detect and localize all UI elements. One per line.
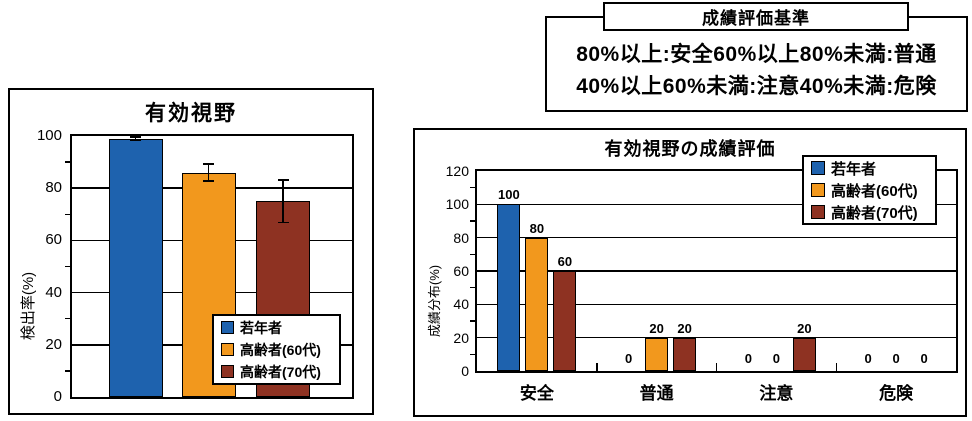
legend-label-senior70: 高齢者(70代) — [831, 204, 918, 222]
y-tick-label-80: 80 — [453, 229, 469, 246]
bar-安全-高齢者(60代) — [525, 237, 549, 371]
legend-label-senior70: 高齢者(70代) — [240, 363, 321, 380]
category-label-注意: 注意 — [759, 384, 794, 403]
value-label-普通-高齢者(70代): 20 — [677, 320, 692, 336]
y-tick-label-60: 60 — [45, 231, 62, 249]
value-label-普通-若年者: 0 — [625, 351, 633, 366]
legend-swatch-young — [811, 161, 825, 175]
legend-item-young: 若年者 — [811, 159, 935, 178]
y-minor-tick-90 — [65, 161, 70, 163]
value-label-普通-高齢者(60代): 20 — [649, 320, 664, 336]
right-legend: 若年者 高齢者(60代) 高齢者(70代) — [802, 155, 937, 225]
legend-item-young: 若年者 — [221, 319, 339, 337]
error-bar-高齢者(60代) — [207, 163, 210, 182]
right-chart-title: 有効視野の成績評価 — [604, 139, 776, 159]
legend-swatch-senior60 — [221, 343, 234, 356]
criteria-line-2: 40%以上60%未満:注意40%未満:危険 — [576, 75, 937, 98]
error-bar-高齢者(70代) — [282, 179, 284, 224]
y-minor-tick-70 — [470, 253, 475, 256]
x-axis-tick-3 — [835, 363, 837, 371]
value-label-安全-若年者: 100 — [498, 187, 520, 203]
y-minor-tick-10 — [65, 370, 70, 372]
error-cap-top-高齢者(60代) — [203, 163, 214, 165]
criteria-title: 成績評価基準 — [702, 9, 810, 28]
legend-swatch-senior60 — [811, 183, 825, 197]
legend-item-senior60: 高齢者(60代) — [221, 341, 339, 359]
y-tick-label-100: 100 — [445, 196, 469, 213]
y-tick-label-80: 80 — [45, 179, 62, 197]
error-cap-top-若年者 — [130, 136, 141, 138]
left-chart-title: 有効視野 — [145, 102, 237, 125]
y-minor-tick-70 — [65, 213, 70, 216]
y-minor-tick-110 — [470, 186, 475, 189]
bar-普通-高齢者(60代) — [645, 337, 669, 371]
value-label-注意-高齢者(60代): 0 — [772, 351, 780, 366]
bar-注意-高齢者(70代) — [792, 337, 816, 371]
legend-swatch-young — [221, 321, 234, 334]
error-cap-bottom-若年者 — [130, 139, 141, 142]
y-minor-tick-30 — [65, 317, 70, 320]
legend-item-senior60: 高齢者(60代) — [811, 181, 935, 200]
legend-swatch-senior70 — [221, 365, 234, 378]
gridline-100 — [477, 203, 956, 206]
left-chart: 有効視野 検出率(%) 若年者 高齢者(60代) 高齢者(70代) 0 20 40 6… — [8, 88, 374, 415]
legend-label-senior60: 高齢者(60代) — [831, 182, 918, 200]
legend-label-young: 若年者 — [240, 319, 282, 336]
error-cap-top-高齢者(70代) — [277, 179, 289, 181]
legend-item-senior70: 高齢者(70代) — [811, 203, 935, 222]
y-minor-tick-10 — [470, 353, 475, 356]
legend-item-senior70: 高齢者(70代) — [221, 363, 339, 381]
y-tick-label-40: 40 — [45, 283, 62, 301]
bar-安全-若年者 — [497, 204, 521, 371]
y-minor-tick-90 — [470, 220, 475, 222]
criteria-line-1: 80%以上:安全60%以上80%未満:普通 — [576, 43, 937, 66]
value-label-注意-高齢者(70代): 20 — [797, 320, 812, 336]
legend-swatch-senior70 — [811, 205, 825, 219]
error-bar-若年者 — [134, 136, 137, 142]
gridline-60 — [477, 270, 956, 272]
category-label-危険: 危険 — [879, 384, 914, 403]
criteria-box: 80%以上:安全60%以上80%未満:普通 40%以上60%未満:注意40%未満… — [545, 16, 968, 112]
y-minor-tick-50 — [470, 286, 475, 289]
gridline-20 — [477, 336, 956, 339]
left-legend: 若年者 高齢者(60代) 高齢者(70代) — [212, 314, 341, 385]
bar-普通-高齢者(70代) — [673, 337, 697, 371]
legend-label-senior60: 高齢者(60代) — [240, 341, 321, 358]
y-tick-label-0: 0 — [53, 388, 62, 405]
y-minor-tick-50 — [65, 265, 70, 268]
value-label-注意-若年者: 0 — [744, 351, 752, 366]
y-tick-label-0: 0 — [461, 363, 469, 379]
criteria-title-box: 成績評価基準 — [603, 2, 909, 31]
category-label-安全: 安全 — [519, 384, 554, 403]
bar-若年者 — [108, 138, 163, 397]
bar-安全-高齢者(70代) — [553, 271, 577, 371]
y-tick-label-40: 40 — [453, 296, 469, 313]
value-label-危険-高齢者(70代): 0 — [920, 351, 928, 366]
y-tick-label-120: 120 — [445, 163, 469, 179]
x-axis-tick-1 — [596, 363, 598, 371]
left-plot-area — [65, 134, 354, 399]
value-label-安全-高齢者(70代): 60 — [557, 254, 573, 269]
gridline-40 — [477, 303, 956, 306]
category-label-普通: 普通 — [639, 384, 674, 403]
y-tick-label-20: 20 — [45, 335, 62, 353]
y-tick-label-20: 20 — [453, 329, 469, 346]
value-label-危険-高齢者(60代): 0 — [892, 351, 900, 366]
legend-label-young: 若年者 — [831, 160, 877, 178]
gridline-80 — [477, 236, 956, 239]
y-minor-tick-30 — [470, 320, 475, 322]
left-y-axis-title: 検出率(%) — [20, 271, 37, 341]
y-tick-label-100: 100 — [36, 127, 62, 144]
value-label-危険-若年者: 0 — [864, 351, 872, 366]
x-axis-tick-2 — [715, 363, 718, 371]
right-chart: 有効視野の成績評価 成績分布(%) 100 0 0 0 80 20 0 0 60 20 20 0 若年… — [413, 128, 967, 417]
error-cap-bottom-高齢者(70代) — [277, 221, 289, 224]
y-tick-label-60: 60 — [453, 263, 469, 279]
error-cap-bottom-高齢者(60代) — [203, 180, 214, 182]
value-label-安全-高齢者(60代): 80 — [529, 220, 545, 236]
